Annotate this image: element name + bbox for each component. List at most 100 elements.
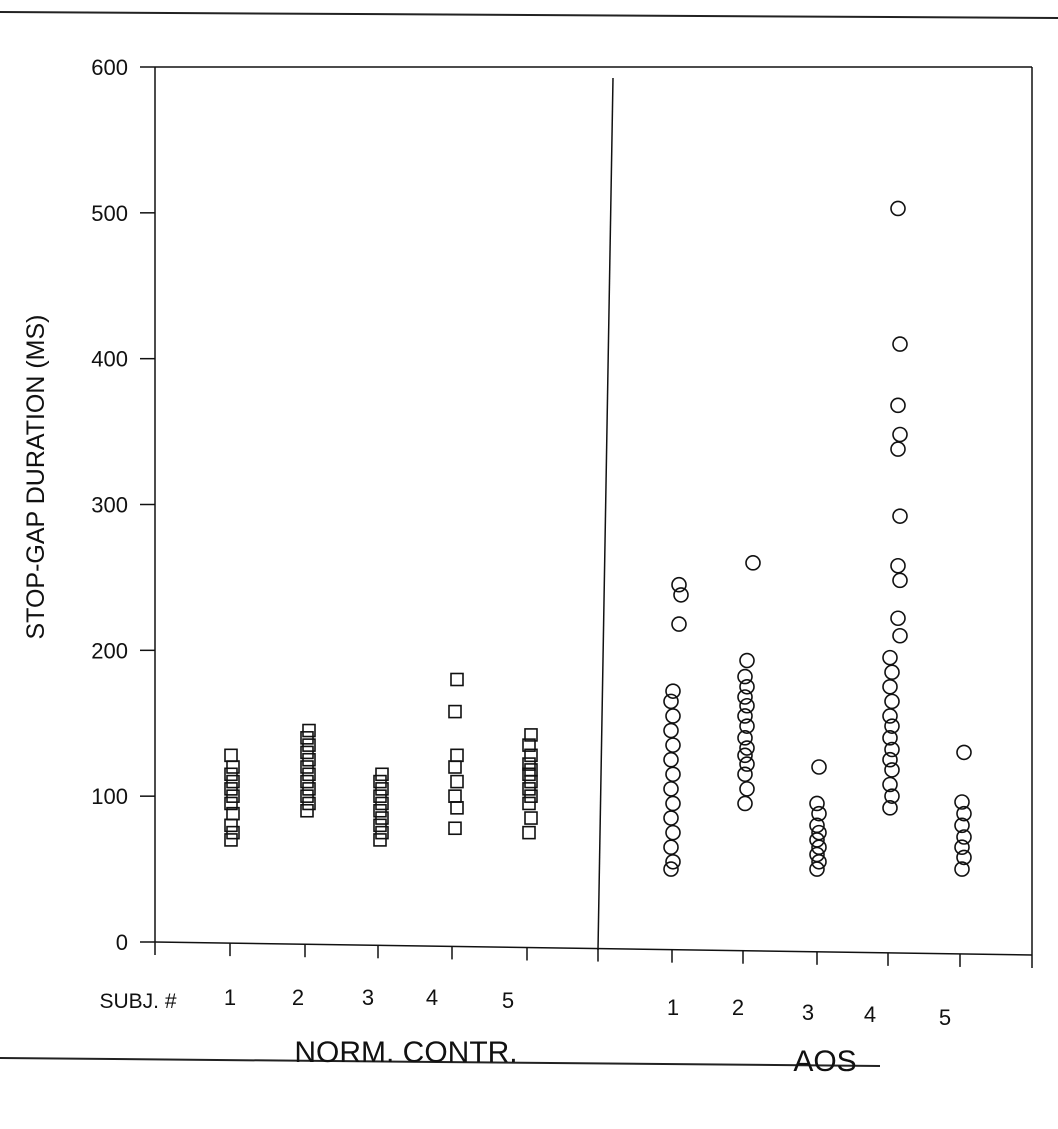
- point-aos-subj2: [739, 781, 755, 797]
- point-aos-subj3: [811, 824, 827, 841]
- point-norm-subj2: [300, 789, 314, 803]
- y-tick-label-100: 100: [91, 784, 128, 809]
- point-norm-subj1: [224, 833, 238, 847]
- point-norm-subj2: [302, 738, 316, 752]
- point-aos-subj2: [739, 756, 755, 772]
- group-divider-line: [597, 77, 614, 951]
- point-aos-subj2: [737, 766, 753, 783]
- point-aos-subj4: [884, 664, 900, 681]
- point-aos-subj4: [884, 788, 900, 804]
- point-aos-subj5: [954, 839, 970, 856]
- point-norm-subj2: [302, 752, 316, 767]
- page-bottom-rule: [0, 1057, 881, 1067]
- point-norm-subj4: [448, 704, 462, 719]
- point-aos-subj1: [673, 587, 689, 603]
- x-axis-line: [154, 941, 1033, 956]
- point-aos-subj4: [884, 693, 900, 710]
- point-aos-subj5: [956, 829, 972, 845]
- point-aos-subj1: [671, 576, 687, 593]
- point-aos-subj1: [665, 737, 681, 753]
- point-norm-subj5: [522, 738, 536, 752]
- point-aos-subj4: [892, 508, 908, 524]
- point-norm-subj3: [375, 767, 389, 782]
- point-norm-subj3: [373, 789, 387, 803]
- y-tick-label-400: 400: [91, 347, 128, 372]
- point-aos-subj1: [663, 861, 679, 877]
- point-aos-subj4: [882, 800, 898, 816]
- point-aos-subj4: [882, 730, 898, 746]
- point-aos-subj4: [890, 200, 906, 217]
- point-aos-subj1: [663, 839, 679, 856]
- point-aos-subj5: [954, 861, 970, 877]
- point-norm-subj2: [300, 760, 314, 774]
- subject-label-aos-1: 1: [667, 995, 679, 1020]
- point-norm-subj1: [224, 767, 238, 782]
- point-aos-subj2: [737, 795, 753, 812]
- point-aos-subj4: [892, 336, 908, 352]
- point-aos-subj4: [892, 627, 908, 644]
- point-norm-subj2: [300, 731, 314, 745]
- point-aos-subj3: [811, 759, 827, 775]
- point-aos-subj1: [665, 708, 681, 724]
- subject-label-norm-5: 5: [502, 988, 514, 1013]
- group-label-norm-contr: NORM. CONTR.: [294, 1036, 517, 1069]
- point-norm-subj5: [522, 796, 536, 811]
- point-aos-subj2: [739, 678, 755, 695]
- point-norm-subj1: [226, 789, 240, 803]
- point-aos-subj5: [956, 849, 972, 866]
- point-aos-subj4: [884, 762, 900, 778]
- point-aos-subj1: [665, 766, 681, 783]
- point-norm-subj2: [300, 774, 314, 789]
- point-aos-subj4: [892, 426, 908, 443]
- subject-label-aos-4: 4: [864, 1002, 876, 1027]
- point-aos-subj2: [737, 708, 753, 724]
- subject-label-aos-5: 5: [939, 1005, 951, 1030]
- point-aos-subj4: [882, 678, 898, 695]
- y-axis-title: STOP-GAP DURATION (MS): [22, 314, 50, 639]
- y-tick-label-200: 200: [91, 638, 128, 663]
- point-norm-subj3: [375, 782, 389, 796]
- point-aos-subj4: [892, 572, 908, 589]
- point-norm-subj5: [522, 825, 536, 840]
- subject-label-norm-1: 1: [224, 985, 236, 1010]
- point-aos-subj4: [882, 649, 898, 666]
- point-aos-subj2: [737, 730, 753, 746]
- subject-number-label: SUBJ. #: [99, 990, 176, 1013]
- y-tick-label-300: 300: [91, 493, 128, 518]
- point-norm-subj5: [522, 767, 536, 782]
- point-norm-subj3: [375, 825, 389, 840]
- point-norm-subj2: [300, 745, 314, 760]
- point-norm-subj2: [302, 796, 316, 811]
- y-tick-label-500: 500: [91, 201, 128, 226]
- point-aos-subj1: [665, 683, 681, 699]
- page-top-rule: [0, 11, 1058, 19]
- subject-label-aos-2: 2: [732, 995, 744, 1020]
- point-norm-subj5: [524, 728, 538, 742]
- point-norm-subj5: [522, 782, 536, 796]
- point-aos-subj2: [737, 747, 753, 764]
- point-aos-subj3: [809, 795, 825, 812]
- point-norm-subj4: [448, 789, 462, 803]
- point-norm-subj4: [450, 801, 464, 815]
- point-norm-subj3: [375, 796, 389, 811]
- point-aos-subj4: [882, 776, 898, 793]
- point-norm-subj5: [524, 789, 538, 803]
- point-aos-subj2: [739, 740, 755, 756]
- point-aos-subj1: [671, 616, 687, 632]
- subject-label-norm-3: 3: [362, 985, 374, 1010]
- point-aos-subj1: [663, 751, 679, 768]
- point-norm-subj1: [224, 782, 238, 796]
- point-aos-subj4: [882, 708, 898, 724]
- point-aos-subj3: [811, 805, 827, 822]
- point-norm-subj3: [373, 774, 387, 789]
- subject-label-norm-2: 2: [292, 985, 304, 1010]
- point-norm-subj2: [300, 803, 314, 818]
- point-norm-subj4: [450, 748, 464, 763]
- point-norm-subj2: [302, 782, 316, 796]
- point-norm-subj4: [448, 760, 462, 774]
- point-aos-subj1: [663, 693, 679, 710]
- point-norm-subj3: [373, 833, 387, 847]
- point-aos-subj5: [956, 744, 972, 761]
- point-aos-subj4: [884, 718, 900, 734]
- group-label-aos: AOS: [793, 1045, 856, 1078]
